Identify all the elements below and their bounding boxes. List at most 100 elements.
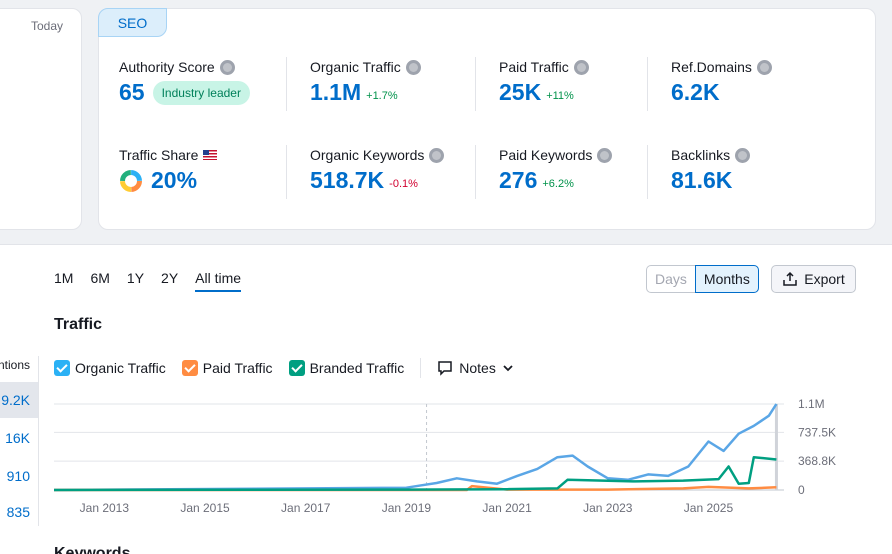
legend-label: Paid Traffic	[202, 360, 273, 376]
globe-icon	[405, 59, 421, 75]
days-button[interactable]: Days	[646, 265, 695, 293]
industry-leader-badge: Industry leader	[152, 80, 250, 105]
metric-authority-score[interactable]: Authority Score 65 Industry leader	[119, 59, 250, 106]
legend-paid-traffic[interactable]: Paid Traffic	[181, 360, 273, 376]
granularity-toggle: Days Months	[646, 265, 759, 293]
globe-icon	[573, 59, 589, 75]
side-list-value[interactable]: 835	[6, 504, 30, 520]
note-icon	[438, 361, 452, 376]
x-tick-label: Jan 2019	[382, 501, 432, 515]
metric-value: 81.6K	[671, 167, 733, 193]
us-flag-icon	[203, 150, 218, 160]
metric-organic-traffic[interactable]: Organic Traffic 1.1M +1.7%	[310, 59, 421, 106]
legend-label: Organic Traffic	[75, 360, 166, 376]
metric-delta: +11%	[546, 89, 574, 102]
range-1m-button[interactable]: 1M	[54, 270, 74, 286]
chart-legend: Organic Traffic Paid Traffic Branded Tra…	[54, 358, 514, 378]
range-all-time-button[interactable]: All time	[195, 270, 242, 292]
metric-value: 276	[499, 167, 538, 193]
x-tick-label: Jan 2021	[482, 501, 532, 515]
side-list-value[interactable]: 16K	[5, 430, 30, 446]
notes-dropdown[interactable]: Notes	[437, 360, 514, 376]
traffic-share-donut-icon	[120, 169, 142, 192]
y-tick-label: 0	[798, 483, 805, 497]
series-line-organic-traffic	[54, 403, 778, 492]
legend-organic-traffic[interactable]: Organic Traffic	[54, 360, 166, 376]
seo-card: SEO Authority Score 65 Industry leader Or…	[98, 8, 876, 230]
metric-backlinks[interactable]: Backlinks 81.6K	[671, 147, 751, 194]
globe-icon	[756, 59, 772, 75]
side-list-header: ntions	[0, 358, 30, 372]
metric-traffic-share[interactable]: Traffic Share 20%	[119, 147, 218, 194]
metric-delta: +1.7%	[366, 89, 398, 102]
y-tick-label: 368.8K	[798, 454, 836, 468]
metric-label: Authority Score	[119, 59, 215, 75]
y-tick-label: 1.1M	[798, 397, 825, 411]
x-tick-label: Jan 2025	[684, 501, 734, 515]
side-list-value[interactable]: 910	[6, 468, 30, 484]
globe-icon	[597, 147, 613, 163]
metric-organic-keywords[interactable]: Organic Keywords 518.7K -0.1%	[310, 147, 445, 194]
globe-icon	[735, 147, 751, 163]
checkbox-icon[interactable]	[288, 360, 305, 376]
side-list-value[interactable]: 9.2K	[1, 392, 30, 408]
export-label: Export	[804, 271, 845, 287]
checkbox-icon[interactable]	[181, 360, 198, 376]
selected-row-highlight	[0, 382, 38, 418]
chevron-down-icon	[503, 365, 513, 372]
today-label: Today	[30, 19, 63, 33]
legend-label: Branded Traffic	[309, 360, 405, 376]
metric-value: 6.2K	[671, 79, 720, 105]
checkbox-icon[interactable]	[54, 360, 70, 376]
metric-delta: +6.2%	[542, 177, 574, 190]
metric-paid-keywords[interactable]: Paid Keywords 276 +6.2%	[499, 147, 613, 194]
traffic-card	[0, 244, 892, 554]
legend-divider	[420, 358, 422, 378]
range-1y-button[interactable]: 1Y	[126, 270, 145, 286]
notes-label: Notes	[459, 360, 496, 376]
traffic-title: Traffic	[54, 316, 103, 333]
metric-label: Traffic Share	[119, 147, 199, 163]
divider	[647, 57, 648, 111]
export-icon	[783, 271, 798, 286]
summary-card-left: Today	[0, 8, 82, 230]
divider	[286, 145, 287, 199]
globe-icon	[219, 59, 235, 75]
metric-paid-traffic[interactable]: Paid Traffic 25K +11%	[499, 59, 589, 106]
export-button[interactable]: Export	[771, 265, 856, 293]
metric-label: Ref.Domains	[671, 59, 752, 75]
y-tick-label: 737.5K	[798, 425, 836, 439]
metric-label: Paid Traffic	[499, 59, 569, 75]
metric-value: 65	[119, 79, 145, 105]
range-2y-button[interactable]: 2Y	[161, 270, 179, 286]
months-button[interactable]: Months	[694, 265, 759, 293]
metric-value: 25K	[499, 79, 542, 105]
side-list: ntions 9.2K 16K 910 835	[0, 356, 38, 526]
metric-value: 1.1M	[310, 79, 362, 105]
time-range-tabs: 1M 6M 1Y 2Y All time	[54, 270, 258, 292]
traffic-chart[interactable]: 0 368.8K 737.5K 1.1M Jan 2013 Jan 2015 Jan 201…	[54, 396, 854, 520]
x-tick-label: Jan 2015	[180, 501, 230, 515]
side-list-border	[38, 356, 39, 526]
metric-label: Organic Keywords	[310, 147, 425, 163]
metric-label: Organic Traffic	[310, 59, 401, 75]
x-tick-label: Jan 2017	[281, 501, 331, 515]
globe-icon	[429, 147, 445, 163]
divider	[647, 145, 648, 199]
series-line-branded-traffic	[54, 455, 777, 492]
divider	[286, 57, 287, 111]
metric-value: 20%	[151, 167, 198, 193]
divider	[475, 57, 476, 111]
metric-ref-domains[interactable]: Ref.Domains 6.2K	[671, 59, 772, 106]
metric-delta: -0.1%	[389, 177, 418, 190]
divider	[475, 145, 476, 199]
seo-tab[interactable]: SEO	[98, 8, 167, 37]
x-tick-label: Jan 2013	[80, 501, 130, 515]
x-tick-label: Jan 2023	[583, 501, 633, 515]
metric-value: 518.7K	[310, 167, 385, 193]
metric-label: Paid Keywords	[499, 147, 593, 163]
legend-branded-traffic[interactable]: Branded Traffic	[288, 360, 405, 376]
range-6m-button[interactable]: 6M	[90, 270, 110, 286]
keywords-title: Keywords	[54, 545, 131, 554]
metric-label: Backlinks	[671, 147, 731, 163]
